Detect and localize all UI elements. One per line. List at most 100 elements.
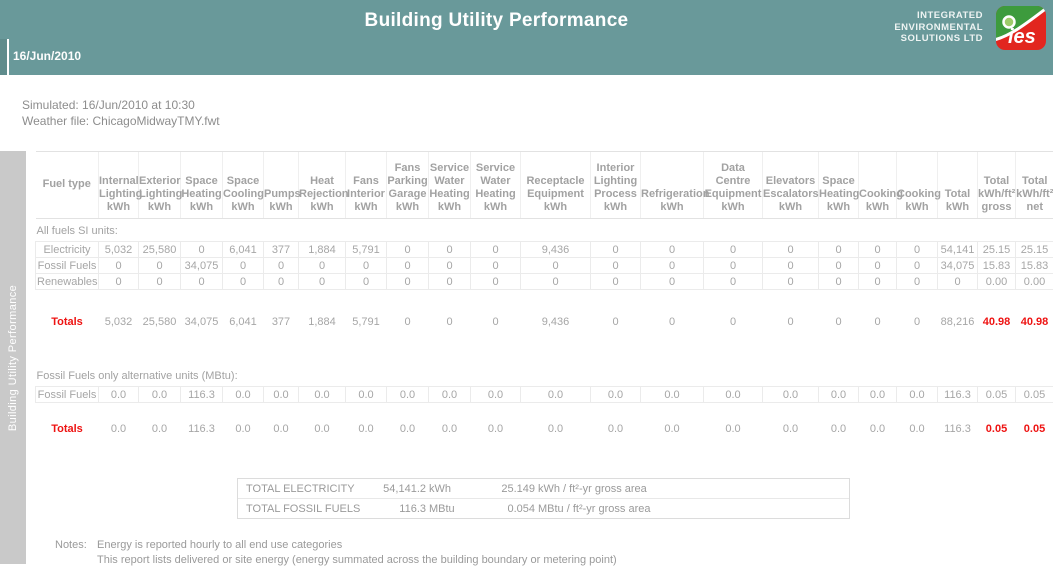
table-cell: 0.0 [763, 387, 819, 403]
table-cell: 0 [264, 258, 299, 274]
table-cell: 0.0 [471, 387, 521, 403]
totals-cell: 5,791 [346, 314, 387, 330]
table-cell: 9,436 [521, 242, 591, 258]
totals-cell: 0.0 [429, 421, 471, 437]
section-label-row: Fossil Fuels only alternative units (MBt… [36, 364, 1053, 387]
row-label: Renewables [36, 274, 99, 290]
table-cell: 0 [429, 242, 471, 258]
totals-cell: 0.05 [1016, 421, 1053, 437]
table-cell: 0.05 [978, 387, 1016, 403]
table-cell: 0.0 [641, 387, 704, 403]
column-header: Space Cooling kWh [223, 152, 264, 219]
table-cell: 0 [897, 274, 938, 290]
table-cell: 0 [387, 258, 429, 274]
column-header-fuel-type: Fuel type [36, 152, 99, 219]
table-cell: 0 [641, 242, 704, 258]
table-cell: 0 [641, 258, 704, 274]
column-header: Cooking kWh [859, 152, 897, 219]
table-cell: 0 [591, 258, 641, 274]
summary-per-area-unit: MBtu / ft²-yr gross area [535, 503, 849, 515]
table-cell: 0 [763, 258, 819, 274]
summary-unit: MBtu [426, 503, 462, 515]
company-name: INTEGRATED ENVIRONMENTAL SOLUTIONS LTD [894, 10, 983, 45]
column-header: Refrigeration kWh [641, 152, 704, 219]
page-title: Building Utility Performance [0, 10, 993, 32]
table-cell: 15.83 [978, 258, 1016, 274]
table-cell: 0.0 [99, 387, 139, 403]
totals-cell: 0.0 [223, 421, 264, 437]
section-label: All fuels SI units: [36, 219, 1053, 242]
totals-cell: 6,041 [223, 314, 264, 330]
row-label: Fossil Fuels [36, 387, 99, 403]
totals-cell: 0.0 [704, 421, 763, 437]
table-cell: 0 [181, 242, 223, 258]
totals-cell: 0 [471, 314, 521, 330]
column-header: Heat Rejection kWh [299, 152, 346, 219]
column-header: Service Water Heating kWh [471, 152, 521, 219]
column-header: Fans Interior kWh [346, 152, 387, 219]
totals-cell: 0.0 [471, 421, 521, 437]
ies-logo-text: ies [1008, 26, 1036, 48]
totals-cell: 0.05 [978, 421, 1016, 437]
totals-cell: 377 [264, 314, 299, 330]
table-cell: 0 [471, 242, 521, 258]
table-cell: 0 [819, 258, 859, 274]
table-cell: 0.0 [264, 387, 299, 403]
totals-cell: 0 [591, 314, 641, 330]
table-cell: 0 [591, 242, 641, 258]
totals-cell: 116.3 [181, 421, 223, 437]
table-cell: 0 [223, 274, 264, 290]
totals-cell: 0 [429, 314, 471, 330]
table-cell: 0.0 [346, 387, 387, 403]
totals-cell: 0.0 [641, 421, 704, 437]
sidebar-tab-label: Building Utility Performance [7, 284, 19, 430]
table-cell: 0 [704, 258, 763, 274]
note-line: Energy is reported hourly to all end use… [97, 538, 617, 553]
table-cell: 5,791 [346, 242, 387, 258]
totals-cell: 0 [819, 314, 859, 330]
table-cell: 5,032 [99, 242, 139, 258]
table-cell: 0.00 [1016, 274, 1053, 290]
table-cell: 0 [99, 274, 139, 290]
table-cell: 116.3 [181, 387, 223, 403]
row-label: Fossil Fuels [36, 258, 99, 274]
column-header: Fans Parking Garage kWh [387, 152, 429, 219]
totals-label: Totals [36, 421, 99, 437]
table-cell: 0 [99, 258, 139, 274]
totals-cell: 34,075 [181, 314, 223, 330]
summary-value: 116.3 [363, 503, 426, 515]
column-header: Data Centre Equipment kWh [704, 152, 763, 219]
table-cell: 0 [859, 258, 897, 274]
totals-cell: 0.0 [139, 421, 181, 437]
table-cell: 0 [897, 258, 938, 274]
simulated-line: Simulated: 16/Jun/2010 at 10:30 [22, 97, 220, 113]
spacer-row [36, 290, 1053, 315]
table-cell: 0.00 [978, 274, 1016, 290]
table-cell: 0 [938, 274, 978, 290]
totals-cell: 0 [704, 314, 763, 330]
column-header: Exterior Lighting kWh [139, 152, 181, 219]
table-cell: 0.0 [521, 387, 591, 403]
table-cell: 0 [763, 242, 819, 258]
summary-per-area-value: 25.149 [462, 483, 535, 495]
table-cell: 0.0 [139, 387, 181, 403]
table-cell: 0 [641, 274, 704, 290]
table-cell: 377 [264, 242, 299, 258]
totals-cell: 0.0 [264, 421, 299, 437]
totals-cell: 0 [641, 314, 704, 330]
spacer-row [36, 330, 1053, 364]
table-cell: 0 [139, 274, 181, 290]
table-cell: 0.0 [897, 387, 938, 403]
sidebar-tab-building-utility-performance[interactable]: Building Utility Performance [0, 151, 26, 564]
totals-cell: 116.3 [938, 421, 978, 437]
table-cell: 0 [704, 242, 763, 258]
company-name-line: INTEGRATED [894, 10, 983, 22]
table-cell: 0 [387, 274, 429, 290]
header-notch-divider [7, 39, 9, 75]
